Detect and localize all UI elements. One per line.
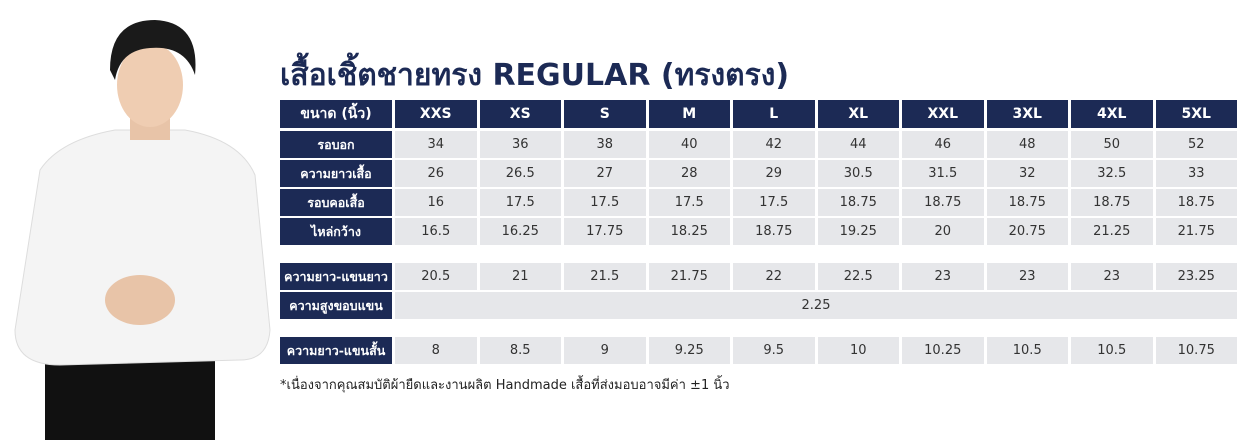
size-value: 36: [479, 131, 561, 158]
row-label: รอบอก: [280, 131, 392, 158]
size-value: 31.5: [902, 160, 984, 187]
size-value: 38: [564, 131, 646, 158]
size-value: 10: [817, 337, 899, 364]
size-header: L: [733, 100, 815, 128]
size-value: 16: [395, 189, 477, 216]
size-value: 42: [733, 131, 815, 158]
size-value: 16.25: [479, 218, 561, 245]
size-value: 26.5: [479, 160, 561, 187]
size-value: 10.25: [902, 337, 984, 364]
size-value: 18.75: [986, 189, 1068, 216]
size-value: 21.25: [1071, 218, 1153, 245]
row-label: รอบคอเสื้อ: [280, 189, 392, 216]
size-header: XXS: [395, 100, 477, 128]
size-value: 52: [1155, 131, 1237, 158]
size-value: 32: [986, 160, 1068, 187]
size-value: 20.75: [986, 218, 1068, 245]
size-value: 26: [395, 160, 477, 187]
size-value: 9.25: [648, 337, 730, 364]
size-value: 40: [648, 131, 730, 158]
size-value: 17.5: [564, 189, 646, 216]
size-header: 4XL: [1071, 100, 1153, 128]
size-value: 9: [564, 337, 646, 364]
size-header: 5XL: [1155, 100, 1237, 128]
size-value: 48: [986, 131, 1068, 158]
size-value: 17.5: [479, 189, 561, 216]
size-value: 10.75: [1155, 337, 1237, 364]
size-header: XXL: [902, 100, 984, 128]
size-value: 21.5: [564, 263, 646, 290]
row-label: ความสูงขอบแขน: [280, 292, 392, 319]
size-value: 44: [817, 131, 899, 158]
size-header: 3XL: [986, 100, 1068, 128]
title: เสื้อเชิ้ตชายทรง REGULAR (ทรงตรง): [280, 58, 790, 93]
size-value: 16.5: [395, 218, 477, 245]
size-value: 9.5: [733, 337, 815, 364]
size-value: 2.25: [395, 292, 1237, 319]
row-label: ไหล่กว้าง: [280, 218, 392, 245]
size-value: 23: [986, 263, 1068, 290]
header-label: ขนาด (นิ้ว): [280, 100, 392, 128]
size-value: 20.5: [395, 263, 477, 290]
size-value: 23.25: [1155, 263, 1237, 290]
size-header: XL: [817, 100, 899, 128]
size-value: 28: [648, 160, 730, 187]
size-value: 17.5: [733, 189, 815, 216]
size-value: 10.5: [1071, 337, 1153, 364]
size-value: 32.5: [1071, 160, 1153, 187]
size-value: 17.75: [564, 218, 646, 245]
size-value: 21.75: [1155, 218, 1237, 245]
size-value: 21: [479, 263, 561, 290]
size-value: 23: [1071, 263, 1153, 290]
size-value: 18.75: [1071, 189, 1153, 216]
size-value: 21.75: [648, 263, 730, 290]
size-value: 18.75: [817, 189, 899, 216]
size-value: 29: [733, 160, 815, 187]
row-label: ความยาวเสื้อ: [280, 160, 392, 187]
size-header: S: [564, 100, 646, 128]
size-value: 27: [564, 160, 646, 187]
footnote: *เนื่องจากคุณสมบัติผ้ายืดและงานผลิต Hand…: [280, 378, 730, 393]
size-value: 18.75: [902, 189, 984, 216]
size-value: 19.25: [817, 218, 899, 245]
size-value: 18.75: [1155, 189, 1237, 216]
size-value: 18.25: [648, 218, 730, 245]
size-value: 23: [902, 263, 984, 290]
row-label: ความยาว-แขนยาว: [280, 263, 392, 290]
size-header: XS: [479, 100, 561, 128]
size-value: 30.5: [817, 160, 899, 187]
size-value: 8.5: [479, 337, 561, 364]
size-value: 46: [902, 131, 984, 158]
size-value: 33: [1155, 160, 1237, 187]
size-value: 8: [395, 337, 477, 364]
size-value: 34: [395, 131, 477, 158]
size-value: 17.5: [648, 189, 730, 216]
model-photo: [14, 20, 271, 440]
size-header: M: [648, 100, 730, 128]
size-value: 22.5: [817, 263, 899, 290]
size-value: 50: [1071, 131, 1153, 158]
size-value: 18.75: [733, 218, 815, 245]
size-value: 10.5: [986, 337, 1068, 364]
row-label: ความยาว-แขนสั้น: [280, 337, 392, 364]
size-value: 22: [733, 263, 815, 290]
size-value: 20: [902, 218, 984, 245]
